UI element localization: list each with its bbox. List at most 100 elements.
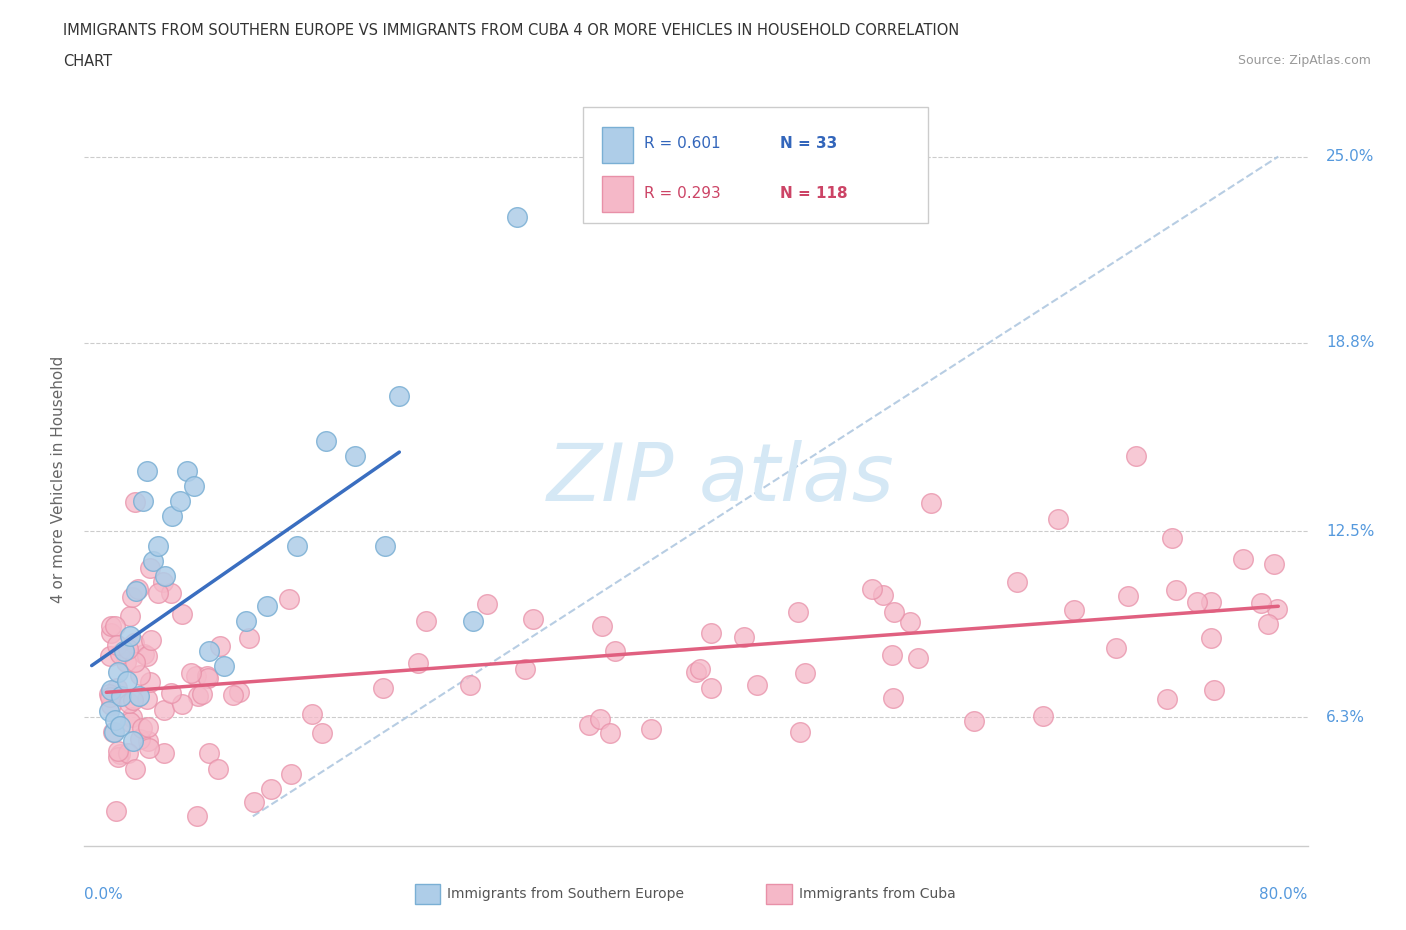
Point [374,539,396,554]
Point [1166,583,1188,598]
Point [208,639,231,654]
Point [142,554,165,569]
Text: Source: ZipAtlas.com: Source: ZipAtlas.com [1237,54,1371,67]
Y-axis label: 4 or more Vehicles in Household: 4 or more Vehicles in Household [51,355,66,603]
Point [100,698,122,712]
Point [184,669,207,684]
Text: IMMIGRANTS FROM SOUTHERN EUROPE VS IMMIGRANTS FROM CUBA 4 OR MORE VEHICLES IN HO: IMMIGRANTS FROM SOUTHERN EUROPE VS IMMIG… [63,23,959,38]
Point [118,714,141,729]
Text: N = 118: N = 118 [780,186,848,201]
Text: 0.0%: 0.0% [84,886,124,902]
Point [860,581,883,596]
Point [105,638,128,653]
Point [880,647,903,662]
Point [1250,595,1272,610]
Point [107,750,129,764]
Point [146,585,169,600]
Point [115,655,138,670]
Point [207,762,229,777]
Point [285,539,308,554]
Point [170,697,193,711]
Point [920,496,942,511]
Point [115,674,138,689]
Point [124,655,146,670]
Point [1032,709,1054,724]
Point [98,686,121,701]
Point [1116,588,1139,603]
Text: 80.0%: 80.0% [1260,886,1308,902]
Point [180,666,202,681]
Point [685,665,707,680]
Point [301,707,323,722]
Point [104,618,127,633]
Point [1185,595,1208,610]
Point [100,618,122,633]
Text: CHART: CHART [63,54,112,69]
Text: 12.5%: 12.5% [1326,524,1374,538]
Point [186,809,208,824]
Point [1161,531,1184,546]
Point [371,681,394,696]
Point [153,702,176,717]
Point [789,725,811,740]
Point [160,685,183,700]
Point [135,692,157,707]
Text: R = 0.601: R = 0.601 [644,137,720,152]
Point [212,659,235,674]
Point [100,683,122,698]
Point [107,744,129,759]
Point [120,608,142,623]
Point [277,591,299,606]
Point [132,646,155,661]
Point [103,724,125,739]
Point [160,586,183,601]
Point [578,718,600,733]
Point [344,449,367,464]
Point [907,650,929,665]
Point [1199,594,1222,609]
Point [505,209,527,224]
Point [458,678,481,693]
Point [117,745,139,760]
Point [105,681,128,696]
Text: 6.3%: 6.3% [1326,710,1365,724]
Point [1046,512,1069,526]
Point [124,495,146,510]
Point [136,464,159,479]
Point [122,692,145,707]
Point [100,626,122,641]
Point [1257,617,1279,631]
Text: 18.8%: 18.8% [1326,335,1374,350]
Point [1125,449,1147,464]
Point [118,629,141,644]
Point [475,596,498,611]
Point [198,746,221,761]
Point [107,665,129,680]
Point [117,696,139,711]
Point [228,684,250,699]
Point [1005,575,1028,590]
Point [197,671,219,685]
Point [105,804,128,818]
Point [898,615,921,630]
Point [260,782,283,797]
Point [139,674,162,689]
Point [1232,551,1254,566]
Point [122,635,145,650]
Point [121,710,143,724]
Point [256,599,278,614]
Point [883,604,905,619]
Point [110,689,132,704]
Point [599,726,621,741]
Point [101,724,124,739]
Point [108,646,131,661]
Point [121,734,143,749]
Point [603,644,626,658]
Point [1265,602,1288,617]
Point [108,719,131,734]
Point [153,746,176,761]
Point [195,669,218,684]
Point [1105,640,1128,655]
Point [127,581,149,596]
Point [1202,682,1225,697]
